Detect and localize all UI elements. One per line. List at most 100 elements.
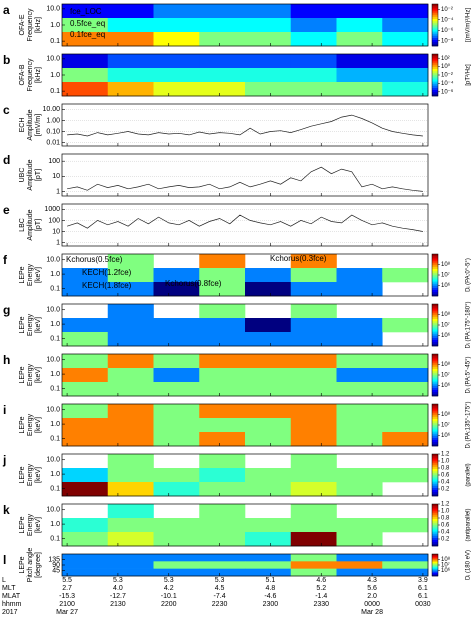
y-tick-label: 1.0 [50,471,60,478]
heatmap-cell [336,68,383,83]
y-tick-label: 0.1 [50,335,60,342]
colorbar-segment [432,335,438,338]
colorbar-segment [432,318,438,322]
colorbar-segment [432,377,438,380]
colorbar-segment [432,35,438,38]
colorbar-segment [432,408,438,411]
colorbar-tick-label: 10⁸ [441,556,451,563]
heatmap-cell [107,32,154,47]
colorbar-segment [432,435,438,438]
heatmap-cell [336,382,383,397]
y-tick-label: 10 [52,173,60,180]
colorbar-segment [432,391,438,395]
row-value: 2.7 [62,585,72,592]
heatmap-cell [336,18,383,33]
annotation: Kchorus(0.8fce) [165,279,222,288]
panel-letter: e [3,203,10,217]
colorbar-segment [432,356,438,359]
colorbar-tick-label: 0.6 [441,523,450,529]
y-tick-label: 10.0 [46,507,60,514]
colorbar-label: (parallel) [466,463,472,486]
colorbar-segment [432,475,438,478]
heatmap-cell [62,368,109,383]
row-value: 4.3 [367,577,377,584]
heatmap-cell [290,332,337,347]
heatmap-cell [199,282,246,297]
y-tick-label: 10.0 [46,407,60,414]
heatmap-cell [199,354,246,369]
colorbar-segment [432,539,438,543]
colorbar-tick-label: 10⁻⁴ [441,80,454,87]
colorbar-tick-label: 0.2 [441,487,450,493]
plot-frame [61,153,429,197]
y-tick-label: 45 [52,567,60,574]
colorbar-segment [432,437,438,440]
heatmap-cell [153,368,200,383]
heatmap-cell [245,382,292,397]
plot-frame [61,303,429,347]
heatmap-cell [245,18,292,33]
heatmap-cell [153,404,200,419]
colorbar-segment [432,404,438,407]
row-value: 3.9 [418,577,428,584]
y-tick-label: 0.1 [50,535,60,542]
heatmap-cell [382,82,429,97]
heatmap-cell [245,32,292,47]
colorbar-tick-label: 10⁸ [441,261,451,268]
heatmap-cell [382,418,429,433]
row-value: 6.1 [418,593,428,600]
colorbar-segment [432,525,438,528]
colorbar-tick-label: 10⁻² [441,73,453,79]
colorbar-segment [432,41,438,45]
y-tick-label: 1.0 [50,521,60,528]
colorbar-segment [432,535,438,538]
colorbar-label: Dᵢ (PA:175°-180°) [466,302,472,349]
row-value: 5.3 [215,577,225,584]
heatmap-cell [153,82,200,97]
heatmap-cell [290,504,337,519]
colorbar-segment [432,362,438,365]
colorbar-tick-label: 0.2 [441,537,450,543]
heatmap-cell [62,32,109,47]
colorbar-segment [432,43,438,47]
colorbar-segment [432,383,438,386]
heatmap-cell [290,54,337,69]
heatmap-cell [107,432,154,447]
row-value: -15.3 [59,593,75,600]
colorbar-segment [432,379,438,382]
row-name: hhmm [2,601,22,608]
y-axis-label: [kHz] [35,17,42,33]
y-tick-label: 0.1 [50,88,60,95]
heatmap-cell [153,54,200,69]
heatmap-cell [107,568,154,577]
heatmap-cell [199,432,246,447]
y-axis-label: Energy [27,513,34,536]
heatmap-cell [336,4,383,19]
colorbar-segment [432,387,438,390]
colorbar-segment [432,12,438,15]
colorbar-segment [432,520,438,524]
plot-frame [61,403,429,447]
colorbar-segment [432,562,438,565]
colorbar-segment [432,522,438,526]
heatmap-cell [290,382,337,397]
colorbar-segment [432,385,438,388]
y-tick-label: 1.0 [50,271,60,278]
colorbar-segment [432,493,438,497]
colorbar-label: [pT²/Hz] [466,64,472,86]
colorbar-segment [432,431,438,434]
colorbar-segment [432,331,438,334]
colorbar-segment [432,485,438,488]
y-tick-label: 0.10 [46,128,60,135]
heatmap-cell [199,561,246,569]
heatmap-cell [245,282,292,297]
row-value: 2100 [59,601,75,608]
y-axis-label: LEPe [19,366,26,383]
colorbar-segment [432,439,438,443]
heatmap-cell [336,268,383,283]
colorbar-segment [432,264,438,267]
colorbar-segment [432,368,438,372]
heatmap-cell [199,54,246,69]
row-value: 0000 [364,601,380,608]
colorbar-segment [432,541,438,545]
